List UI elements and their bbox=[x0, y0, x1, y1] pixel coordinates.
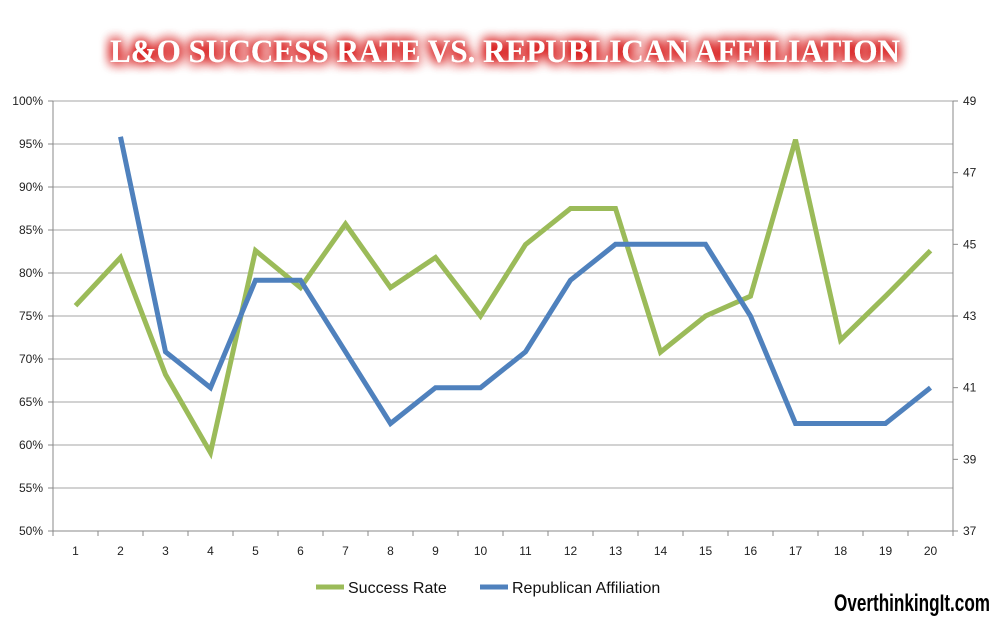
right-axis-tick-label: 39 bbox=[963, 452, 977, 466]
x-axis-tick-labels: 1 2 3 4 5 6 7 8 9 10 11 12 13 14 15 16 17 18 19 20 bbox=[72, 544, 937, 558]
x-axis-tick-label: 9 bbox=[432, 544, 439, 558]
x-axis-tick-label: 19 bbox=[879, 544, 893, 558]
legend-label-success-rate: Success Rate bbox=[348, 580, 447, 597]
left-axis-tick-label: 60% bbox=[19, 438, 43, 452]
x-axis-tick-label: 15 bbox=[699, 544, 713, 558]
left-axis-tick-label: 85% bbox=[19, 223, 43, 237]
left-axis-tick-label: 55% bbox=[19, 481, 43, 495]
left-axis-tick-label: 70% bbox=[19, 352, 43, 366]
right-axis-tick-label: 43 bbox=[963, 309, 977, 323]
axes bbox=[48, 100, 958, 536]
x-axis-tick-label: 13 bbox=[609, 544, 623, 558]
x-axis-tick-label: 20 bbox=[924, 544, 938, 558]
gridlines bbox=[53, 100, 953, 532]
x-axis-tick-label: 2 bbox=[117, 544, 124, 558]
legend: Success Rate Republican Affiliation bbox=[316, 580, 660, 597]
left-axis-tick-label: 50% bbox=[19, 524, 43, 538]
left-axis-tick-label: 65% bbox=[19, 395, 43, 409]
left-axis-tick-label: 75% bbox=[19, 309, 43, 323]
left-axis-tick-label: 100% bbox=[12, 94, 43, 108]
right-axis-tick-label: 47 bbox=[963, 166, 977, 180]
x-axis-tick-label: 11 bbox=[519, 544, 532, 558]
x-axis-tick-label: 1 bbox=[72, 544, 79, 558]
right-axis-tick-label: 49 bbox=[963, 94, 977, 108]
right-axis-tick-label: 37 bbox=[963, 524, 977, 538]
x-axis-tick-label: 8 bbox=[387, 544, 394, 558]
series-line-republican-affiliation bbox=[118, 136, 933, 428]
x-axis-tick-label: 4 bbox=[207, 544, 214, 558]
right-axis-tick-label: 41 bbox=[963, 381, 977, 395]
x-axis-tick-label: 16 bbox=[744, 544, 758, 558]
x-axis-tick-label: 10 bbox=[474, 544, 488, 558]
right-axis-tick-label: 45 bbox=[963, 237, 977, 251]
x-axis-tick-label: 6 bbox=[297, 544, 304, 558]
x-axis-tick-label: 3 bbox=[162, 544, 169, 558]
x-axis-tick-label: 12 bbox=[564, 544, 578, 558]
left-axis-tick-label: 90% bbox=[19, 180, 43, 194]
x-axis-tick-label: 7 bbox=[342, 544, 349, 558]
series-lines bbox=[73, 136, 933, 460]
x-axis-tick-label: 17 bbox=[789, 544, 803, 558]
legend-label-republican-affiliation: Republican Affiliation bbox=[512, 580, 660, 597]
left-axis-tick-label: 80% bbox=[19, 266, 43, 280]
x-axis-tick-label: 14 bbox=[654, 544, 668, 558]
x-axis-tick-label: 5 bbox=[252, 544, 259, 558]
brand-watermark: OverthinkingIt.com bbox=[834, 590, 990, 617]
chart-title: L&O SUCCESS RATE VS. REPUBLICAN AFFILIAT… bbox=[110, 34, 900, 70]
right-axis-tick-labels: 37 39 41 43 45 47 49 bbox=[963, 94, 977, 538]
left-axis-tick-labels: 50% 55% 60% 65% 70% 75% 80% 85% 90% 95% 100% bbox=[12, 94, 43, 538]
series-line-success-rate bbox=[73, 139, 933, 460]
x-axis-tick-label: 18 bbox=[834, 544, 848, 558]
left-axis-tick-label: 95% bbox=[19, 137, 43, 151]
